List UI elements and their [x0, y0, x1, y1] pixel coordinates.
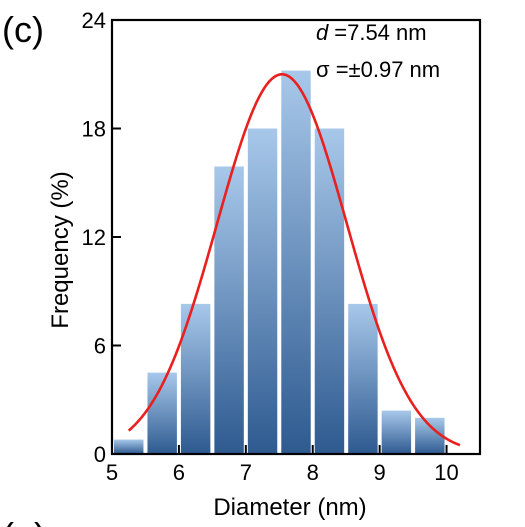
std-dev-label: σ =±0.97 nm [316, 57, 440, 82]
gaussian-fit-curve [127, 73, 461, 447]
y-tick-label: 6 [94, 334, 106, 359]
y-tick-label: 0 [94, 442, 106, 467]
next-panel-label: (e) [2, 515, 46, 527]
histogram-bar [247, 128, 278, 454]
panel-label: (c) [2, 9, 44, 50]
y-axis-title: Frequency (%) [47, 171, 74, 328]
histogram-bar [281, 70, 311, 454]
histogram-bar [381, 410, 412, 454]
x-tick-label: 10 [434, 460, 458, 485]
x-axis-ticks: 5 6 7 8 9 10 [106, 445, 459, 485]
histogram-bar [314, 128, 345, 454]
histogram-bar [114, 439, 144, 454]
bars-group [114, 70, 445, 454]
x-axis-title: Diameter (nm) [213, 494, 366, 521]
histogram-bar [348, 303, 378, 454]
x-tick-label: 8 [307, 460, 319, 485]
x-tick-label: 7 [240, 460, 252, 485]
y-tick-label: 12 [82, 225, 106, 250]
mean-symbol: d [316, 20, 329, 45]
mean-diameter-label: d =7.54 nm [316, 20, 427, 45]
x-tick-label: 5 [106, 460, 118, 485]
x-tick-label: 6 [173, 460, 185, 485]
y-tick-label: 18 [82, 117, 106, 142]
y-tick-label: 24 [82, 8, 106, 33]
stats-annotation: d =7.54 nm σ =±0.97 nm [316, 20, 440, 82]
x-tick-label: 9 [374, 460, 386, 485]
histogram-bar [214, 166, 244, 454]
y-axis-ticks: 0 6 12 18 24 [82, 8, 121, 467]
mean-value: =7.54 nm [334, 20, 426, 45]
